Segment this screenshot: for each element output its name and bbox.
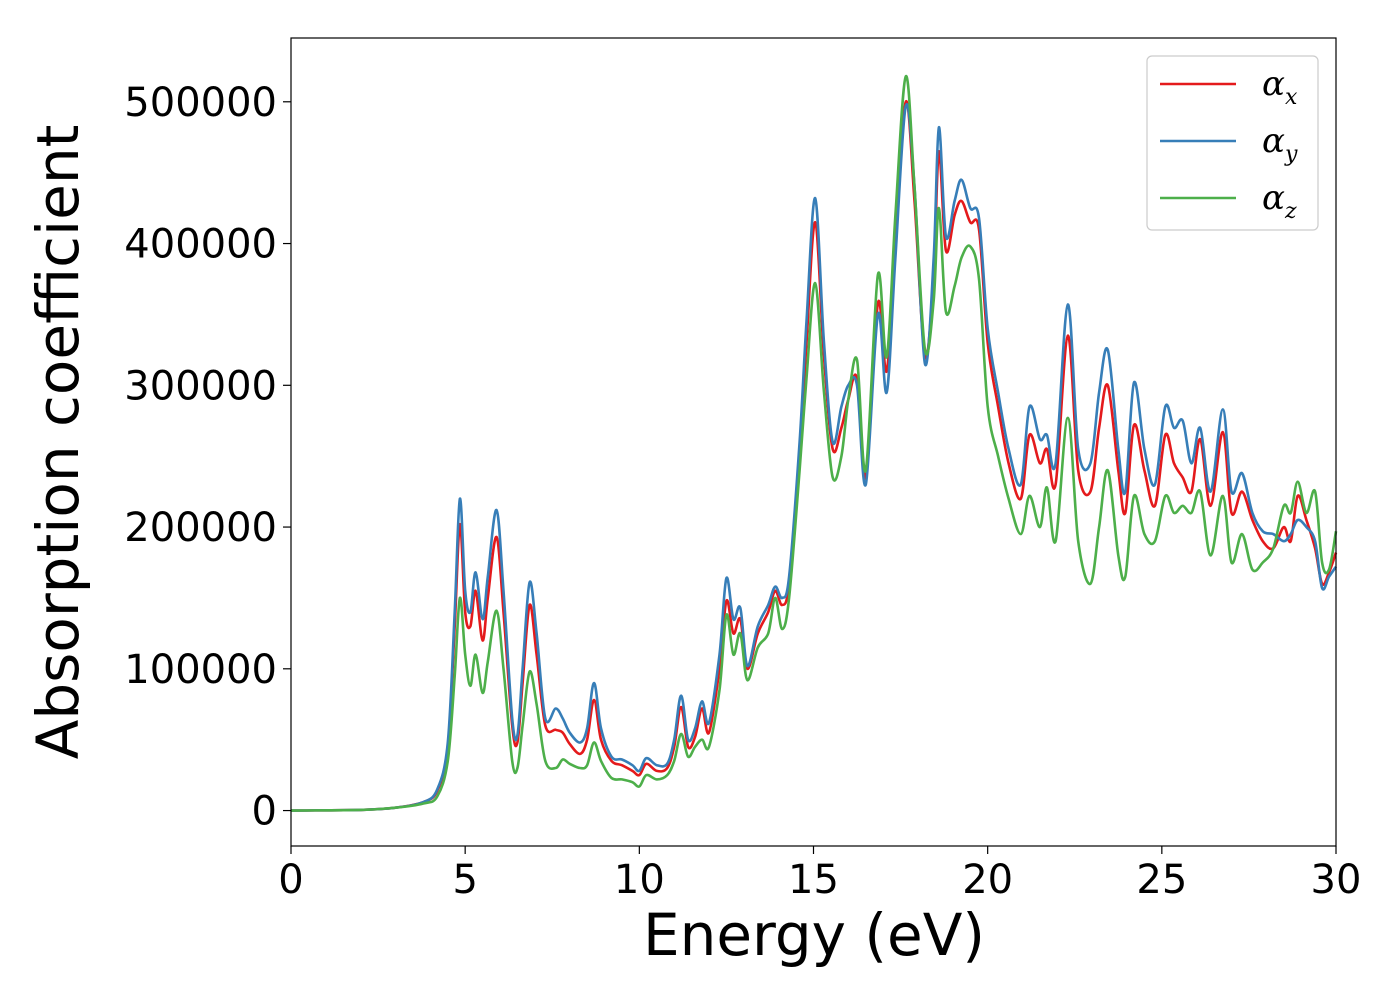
y-tick-label: 0 [252,789,277,835]
x-tick-label: 25 [1136,857,1187,903]
legend-label-x: αx [1262,64,1298,110]
legend: αx αy αz [1146,55,1319,231]
y-axis: 0 100000 200000 300000 400000 500000 [124,80,291,835]
x-tick-label: 30 [1311,857,1362,903]
x-axis-title: Energy (eV) [643,901,985,969]
x-tick-label: 15 [788,857,839,903]
x-tick-label: 5 [452,857,477,903]
y-tick-label: 300000 [124,363,277,409]
y-tick-label: 400000 [124,222,277,268]
y-tick-label: 100000 [124,647,277,693]
series-line-z [290,74,1338,812]
x-tick-label: 10 [614,857,665,903]
series-line-x [290,100,1338,812]
y-axis-title: Absorption coefficient [24,125,92,760]
legend-label-z: αz [1262,178,1297,224]
x-tick-label: 0 [278,857,303,903]
legend-label-y: αy [1262,121,1298,167]
series-layer [290,74,1338,812]
legend-box [1146,55,1319,231]
x-tick-label: 20 [962,857,1013,903]
x-axis: 0 5 10 15 20 25 30 [278,846,1361,903]
y-tick-label: 500000 [124,80,277,126]
y-tick-label: 200000 [124,505,277,551]
series-line-y [290,102,1338,812]
